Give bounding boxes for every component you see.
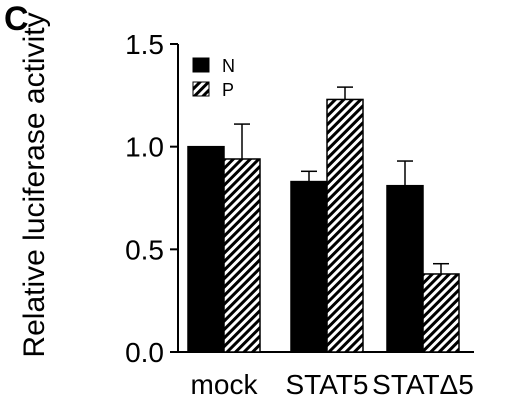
- bar-P-2: [422, 273, 460, 353]
- category-labels: mock STAT5 STATΔ5: [191, 369, 474, 400]
- y-ticks: 0.0 0.5 1.0 1.5: [125, 29, 178, 368]
- y-tick-label: 0.5: [125, 234, 164, 265]
- y-tick-label: 0.0: [125, 337, 164, 368]
- legend: NP: [192, 56, 235, 100]
- legend-swatch-N: [192, 57, 210, 73]
- bars: [187, 98, 460, 353]
- legend-swatch-P: [192, 81, 210, 97]
- y-tick-label: 1.0: [125, 132, 164, 163]
- bar-N-0: [187, 145, 225, 353]
- y-tick-label: 1.5: [125, 29, 164, 60]
- bar-P-1: [326, 98, 364, 353]
- category-label: STAT5: [286, 369, 369, 400]
- error-bars: [234, 86, 449, 274]
- category-label: mock: [191, 369, 259, 400]
- bar-P-0: [223, 158, 261, 353]
- panel-letter: C: [4, 0, 29, 38]
- legend-label-N: N: [222, 56, 235, 76]
- legend-label-P: P: [222, 80, 234, 100]
- bar-N-1: [290, 180, 328, 353]
- y-axis-title: Relative luciferase activity: [18, 12, 51, 357]
- bar-N-2: [386, 184, 424, 353]
- category-label: STATΔ5: [372, 369, 474, 400]
